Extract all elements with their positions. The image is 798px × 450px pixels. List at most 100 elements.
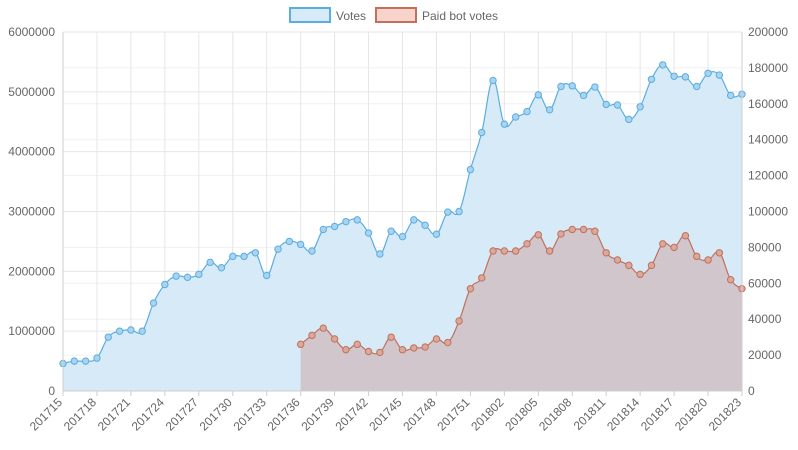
data-point-paid-bot-votes[interactable] xyxy=(568,225,576,234)
data-point-votes[interactable] xyxy=(376,250,384,258)
data-point-votes[interactable] xyxy=(240,252,248,261)
data-point-paid-bot-votes[interactable] xyxy=(421,343,429,351)
data-point-votes[interactable] xyxy=(172,272,180,280)
data-point-paid-bot-votes[interactable] xyxy=(681,232,690,240)
data-point-votes[interactable] xyxy=(489,76,497,85)
data-point-votes[interactable] xyxy=(70,357,79,365)
data-point-votes[interactable] xyxy=(613,101,622,109)
data-point-paid-bot-votes[interactable] xyxy=(376,348,384,357)
data-point-votes[interactable] xyxy=(274,245,282,253)
data-point-votes[interactable] xyxy=(681,73,690,81)
data-point-votes[interactable] xyxy=(104,333,112,341)
data-point-votes[interactable] xyxy=(557,82,565,91)
data-point-votes[interactable] xyxy=(410,216,418,224)
data-point-paid-bot-votes[interactable] xyxy=(319,324,327,332)
data-point-paid-bot-votes[interactable] xyxy=(545,247,554,255)
data-point-votes[interactable] xyxy=(432,230,441,238)
legend-item-votes[interactable]: Votes xyxy=(289,7,366,23)
data-point-votes[interactable] xyxy=(319,225,327,234)
data-point-votes[interactable] xyxy=(579,91,588,100)
data-point-votes[interactable] xyxy=(726,91,735,100)
data-point-votes[interactable] xyxy=(511,113,520,121)
data-point-votes[interactable] xyxy=(693,82,701,91)
data-point-votes[interactable] xyxy=(500,120,509,128)
data-point-votes[interactable] xyxy=(523,107,531,116)
data-point-votes[interactable] xyxy=(715,71,724,79)
data-point-votes[interactable] xyxy=(296,240,305,249)
data-point-votes[interactable] xyxy=(308,247,316,255)
data-point-votes[interactable] xyxy=(81,357,90,365)
data-point-votes[interactable] xyxy=(534,91,542,99)
data-point-votes[interactable] xyxy=(659,61,667,69)
data-point-votes[interactable] xyxy=(704,69,712,77)
data-point-votes[interactable] xyxy=(285,237,294,246)
data-point-paid-bot-votes[interactable] xyxy=(715,249,724,257)
data-point-votes[interactable] xyxy=(545,106,554,114)
data-point-paid-bot-votes[interactable] xyxy=(466,284,475,293)
data-point-votes[interactable] xyxy=(195,270,203,279)
data-point-votes[interactable] xyxy=(342,217,350,226)
data-point-votes[interactable] xyxy=(398,232,407,241)
data-point-paid-bot-votes[interactable] xyxy=(330,335,339,343)
data-point-paid-bot-votes[interactable] xyxy=(387,333,395,341)
data-point-paid-bot-votes[interactable] xyxy=(523,240,531,248)
data-point-paid-bot-votes[interactable] xyxy=(444,338,452,347)
data-point-paid-bot-votes[interactable] xyxy=(591,227,599,235)
data-point-paid-bot-votes[interactable] xyxy=(602,249,610,257)
data-point-votes[interactable] xyxy=(138,327,146,335)
data-point-votes[interactable] xyxy=(455,207,463,216)
data-point-votes[interactable] xyxy=(115,327,124,335)
data-point-paid-bot-votes[interactable] xyxy=(455,317,463,325)
data-point-votes[interactable] xyxy=(625,115,633,124)
data-point-paid-bot-votes[interactable] xyxy=(342,346,350,354)
data-point-votes[interactable] xyxy=(421,221,429,229)
data-point-votes[interactable] xyxy=(647,75,656,83)
data-point-paid-bot-votes[interactable] xyxy=(613,256,622,264)
data-point-paid-bot-votes[interactable] xyxy=(704,256,712,264)
data-point-votes[interactable] xyxy=(353,216,361,224)
data-point-paid-bot-votes[interactable] xyxy=(693,252,701,261)
data-point-paid-bot-votes[interactable] xyxy=(308,331,316,340)
data-point-votes[interactable] xyxy=(183,273,192,282)
data-point-paid-bot-votes[interactable] xyxy=(296,340,305,349)
data-point-votes[interactable] xyxy=(602,100,610,109)
data-point-paid-bot-votes[interactable] xyxy=(636,270,644,279)
data-point-paid-bot-votes[interactable] xyxy=(557,230,565,238)
data-point-votes[interactable] xyxy=(229,252,237,261)
data-point-paid-bot-votes[interactable] xyxy=(500,247,509,255)
data-point-votes[interactable] xyxy=(568,82,576,90)
data-point-votes[interactable] xyxy=(387,227,395,235)
data-point-votes[interactable] xyxy=(636,103,644,111)
data-point-paid-bot-votes[interactable] xyxy=(534,231,542,239)
data-point-votes[interactable] xyxy=(444,208,452,216)
data-point-votes[interactable] xyxy=(466,165,475,174)
data-point-votes[interactable] xyxy=(161,280,169,289)
data-point-paid-bot-votes[interactable] xyxy=(726,276,735,284)
data-point-paid-bot-votes[interactable] xyxy=(353,340,361,349)
data-point-paid-bot-votes[interactable] xyxy=(432,335,441,343)
data-point-votes[interactable] xyxy=(127,326,135,334)
data-point-paid-bot-votes[interactable] xyxy=(670,243,678,252)
data-point-paid-bot-votes[interactable] xyxy=(511,247,520,255)
data-point-paid-bot-votes[interactable] xyxy=(625,261,633,270)
legend-item-paid-bot-votes[interactable]: Paid bot votes xyxy=(375,7,498,23)
data-point-votes[interactable] xyxy=(478,128,486,137)
data-point-votes[interactable] xyxy=(670,72,678,80)
data-point-paid-bot-votes[interactable] xyxy=(489,247,497,255)
data-point-votes[interactable] xyxy=(93,354,101,362)
data-point-votes[interactable] xyxy=(364,229,373,237)
data-point-paid-bot-votes[interactable] xyxy=(659,240,667,248)
data-point-votes[interactable] xyxy=(206,258,214,267)
data-point-paid-bot-votes[interactable] xyxy=(398,346,407,354)
data-point-paid-bot-votes[interactable] xyxy=(364,347,373,356)
data-point-paid-bot-votes[interactable] xyxy=(410,344,418,352)
data-point-votes[interactable] xyxy=(149,299,158,307)
data-point-votes[interactable] xyxy=(591,83,599,91)
data-point-paid-bot-votes[interactable] xyxy=(647,261,656,270)
data-point-votes[interactable] xyxy=(263,271,271,280)
data-point-votes[interactable] xyxy=(217,264,226,272)
data-point-paid-bot-votes[interactable] xyxy=(478,274,486,282)
data-point-votes[interactable] xyxy=(330,222,339,231)
data-point-paid-bot-votes[interactable] xyxy=(579,225,588,234)
data-point-votes[interactable] xyxy=(251,249,260,257)
